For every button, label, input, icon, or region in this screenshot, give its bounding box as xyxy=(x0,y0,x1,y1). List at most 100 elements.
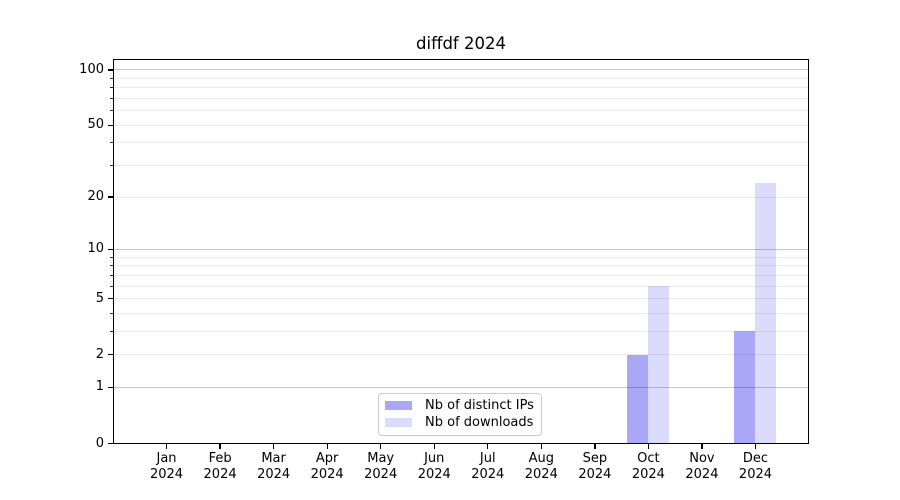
y-minor-tick-mark xyxy=(110,285,113,287)
gridline-minor xyxy=(114,124,808,126)
y-tick-mark xyxy=(108,386,113,389)
y-tick-label-100: 100 xyxy=(79,61,104,77)
x-tick-year: 2024 xyxy=(203,466,237,482)
gridline-minor xyxy=(114,142,808,144)
x-tick-year: 2024 xyxy=(310,466,344,482)
gridline-major xyxy=(114,248,808,250)
x-tick-year: 2024 xyxy=(578,466,612,482)
x-tick-month: Feb xyxy=(208,451,232,466)
x-tick-year: 2024 xyxy=(631,466,665,482)
bar-downloads xyxy=(755,183,777,444)
gridline-minor xyxy=(114,330,808,332)
x-tick-label-sep: Sep 2024 xyxy=(563,451,627,482)
gridline-minor xyxy=(114,312,808,314)
x-tick-month: Apr xyxy=(315,451,339,466)
y-minor-tick-mark xyxy=(110,110,113,112)
gridline-major xyxy=(114,386,808,388)
gridline-minor xyxy=(114,256,808,258)
x-tick-mark xyxy=(487,444,489,449)
x-tick-mark xyxy=(326,444,328,449)
x-tick-year: 2024 xyxy=(738,466,773,482)
bar-downloads xyxy=(648,286,670,444)
x-tick-label-mar: Mar 2024 xyxy=(242,451,306,482)
x-tick-month: Jul xyxy=(479,451,496,466)
legend-item-distinct-ips: Nb of distinct IPs xyxy=(385,398,535,415)
x-tick-mark xyxy=(701,444,703,449)
y-tick-mark xyxy=(108,442,113,445)
gridline-minor xyxy=(114,77,808,79)
x-tick-label-oct: Oct 2024 xyxy=(616,451,680,482)
gridline-major xyxy=(114,69,808,71)
x-tick-month: Mar xyxy=(261,451,286,466)
x-tick-month: Jun xyxy=(424,451,445,466)
x-tick-mark xyxy=(380,444,382,449)
legend-item-downloads: Nb of downloads xyxy=(385,414,535,431)
y-tick-mark xyxy=(108,69,113,71)
x-tick-year: 2024 xyxy=(471,466,505,482)
x-tick-month: Dec xyxy=(742,451,769,466)
y-tick-label-5: 5 xyxy=(95,290,104,306)
gridline-minor xyxy=(114,87,808,89)
x-tick-label-may: May 2024 xyxy=(349,451,413,482)
gridline-minor xyxy=(114,354,808,356)
x-tick-mark xyxy=(540,444,542,449)
x-tick-month: Sep xyxy=(582,451,608,466)
x-tick-month: May xyxy=(367,451,395,466)
x-tick-label-aug: Aug 2024 xyxy=(509,451,573,482)
x-tick-month: Nov xyxy=(689,451,715,466)
x-tick-year: 2024 xyxy=(417,466,451,482)
legend-label-distinct-ips: Nb of distinct IPs xyxy=(425,398,534,414)
x-tick-year: 2024 xyxy=(149,466,184,482)
chart-title: diffdf 2024 xyxy=(416,34,506,53)
x-tick-label-apr: Apr 2024 xyxy=(295,451,359,482)
gridline-minor xyxy=(114,285,808,287)
y-tick-label-50: 50 xyxy=(87,117,104,133)
y-tick-mark xyxy=(108,124,113,126)
y-minor-tick-mark xyxy=(110,256,113,258)
gridline-minor xyxy=(114,274,808,276)
y-tick-mark xyxy=(108,248,113,251)
x-tick-label-jun: Jun 2024 xyxy=(402,451,466,482)
y-minor-tick-mark xyxy=(110,77,113,79)
plot-area xyxy=(113,59,809,444)
y-minor-tick-mark xyxy=(110,330,113,332)
x-tick-label-feb: Feb 2024 xyxy=(188,451,252,482)
gridline-minor xyxy=(114,165,808,167)
y-tick-mark xyxy=(108,196,113,198)
y-tick-label-0: 0 xyxy=(95,435,104,451)
y-minor-tick-mark xyxy=(110,312,113,314)
gridline-minor xyxy=(114,196,808,198)
legend-swatch-downloads xyxy=(385,418,412,428)
x-tick-year: 2024 xyxy=(257,466,291,482)
x-tick-label-jul: Jul 2024 xyxy=(456,451,520,482)
x-tick-mark xyxy=(754,444,757,449)
legend-label-downloads: Nb of downloads xyxy=(425,415,534,431)
y-minor-tick-mark xyxy=(110,98,113,100)
x-tick-label-jan: Jan 2024 xyxy=(135,451,199,482)
gridline-minor xyxy=(114,265,808,267)
legend-swatch-distinct-ips xyxy=(385,401,412,411)
y-minor-tick-mark xyxy=(110,142,113,144)
y-tick-label-1: 1 xyxy=(95,379,104,395)
y-minor-tick-mark xyxy=(110,165,113,167)
bar-distinct-ips xyxy=(734,331,756,444)
y-tick-label-10: 10 xyxy=(87,241,104,257)
gridline-minor xyxy=(114,298,808,300)
y-tick-label-20: 20 xyxy=(87,189,104,205)
x-tick-label-dec: Dec 2024 xyxy=(723,451,787,482)
bar-distinct-ips xyxy=(627,354,649,444)
x-tick-mark xyxy=(594,444,596,449)
gridline-minor xyxy=(114,98,808,100)
y-minor-tick-mark xyxy=(110,274,113,276)
x-tick-mark xyxy=(647,444,650,449)
x-tick-year: 2024 xyxy=(364,466,398,482)
x-tick-mark xyxy=(165,444,168,449)
y-tick-label-2: 2 xyxy=(95,346,104,362)
x-tick-label-nov: Nov 2024 xyxy=(670,451,734,482)
x-tick-mark xyxy=(433,444,435,449)
y-minor-tick-mark xyxy=(110,87,113,89)
x-tick-year: 2024 xyxy=(524,466,558,482)
x-tick-month: Aug xyxy=(528,451,554,466)
x-tick-month: Oct xyxy=(637,451,660,466)
